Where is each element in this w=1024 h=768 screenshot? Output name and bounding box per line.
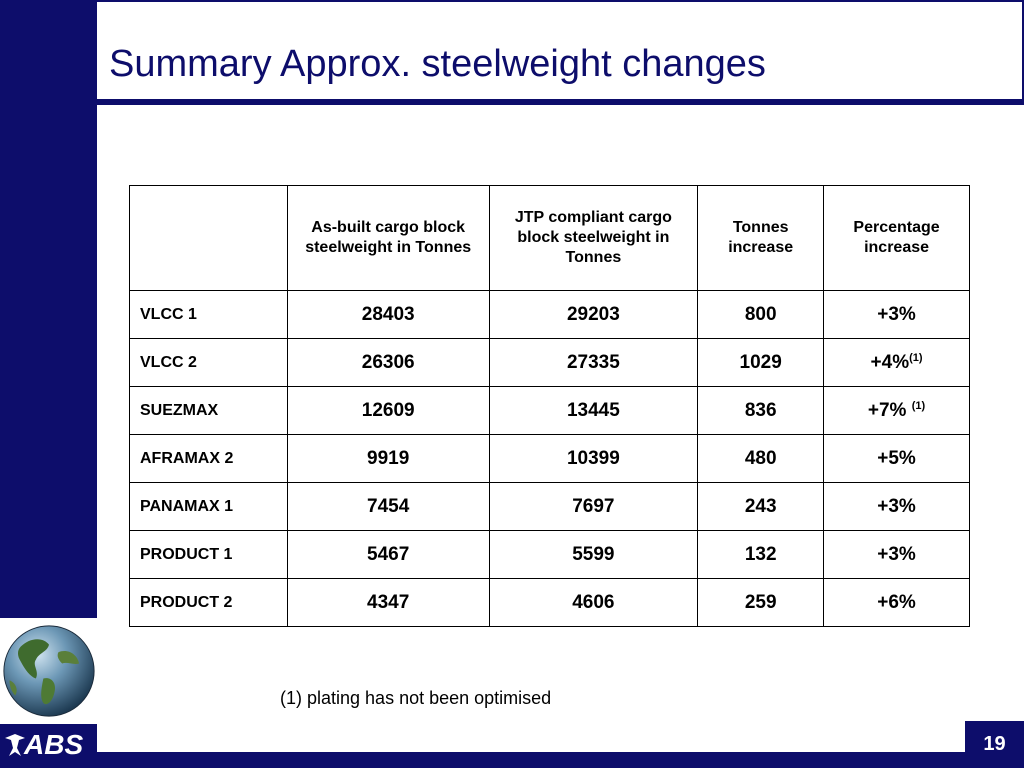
percentage-cell: +4%(1) — [823, 338, 970, 387]
as-built-value: 26306 — [286, 338, 490, 387]
tonnes-increase-value: 259 — [697, 578, 825, 627]
abs-logo-text: ABS — [24, 729, 84, 760]
percentage-cell: +3% — [823, 530, 970, 579]
page-number-box: 19 — [965, 721, 1024, 768]
footnote-marker: (1) — [911, 399, 926, 412]
tonnes-increase-value: 1029 — [697, 338, 825, 387]
header-corner — [129, 185, 288, 291]
left-brand-bar — [0, 0, 97, 618]
jtp-value: 10399 — [488, 434, 699, 483]
row-name: VLCC 1 — [129, 290, 288, 339]
percentage-cell: +5% — [823, 434, 970, 483]
slide-title: Summary Approx. steelweight changes — [109, 43, 766, 85]
footnote-text: (1) plating has not been optimised — [280, 688, 552, 708]
table-row: PRODUCT 1 5467 5599 132 +3% — [129, 530, 970, 579]
as-built-value: 7454 — [286, 482, 490, 531]
abs-logo: ABS — [0, 724, 97, 768]
tonnes-increase-value: 243 — [697, 482, 825, 531]
row-name: AFRAMAX 2 — [129, 434, 288, 483]
percentage-cell: +7% (1) — [823, 386, 970, 435]
percentage-cell: +3% — [823, 290, 970, 339]
jtp-value: 7697 — [488, 482, 699, 531]
row-name: SUEZMAX — [129, 386, 288, 435]
title-underline — [97, 99, 1024, 105]
footnote-marker: (1) — [909, 351, 923, 364]
table-row: VLCC 2 26306 27335 1029 +4%(1) — [129, 338, 970, 387]
percentage-cell: +3% — [823, 482, 970, 531]
jtp-value: 5599 — [488, 530, 699, 579]
table-header-row: As-built cargo block steelweight in Tonn… — [129, 185, 970, 291]
bottom-brand-bar — [97, 752, 1024, 768]
jtp-value: 13445 — [488, 386, 699, 435]
table-row: AFRAMAX 2 9919 10399 480 +5% — [129, 434, 970, 483]
header-jtp-compliant: JTP compliant cargo block steelweight in… — [488, 185, 699, 291]
row-name: PRODUCT 1 — [129, 530, 288, 579]
as-built-value: 9919 — [286, 434, 490, 483]
as-built-value: 4347 — [286, 578, 490, 627]
as-built-value: 28403 — [286, 290, 490, 339]
tonnes-increase-value: 132 — [697, 530, 825, 579]
tonnes-increase-value: 800 — [697, 290, 825, 339]
page-number: 19 — [983, 733, 1006, 755]
percentage-value: +3% — [877, 495, 916, 517]
row-name: PRODUCT 2 — [129, 578, 288, 627]
jtp-value: 27335 — [488, 338, 699, 387]
row-name: PANAMAX 1 — [129, 482, 288, 531]
row-name: VLCC 2 — [129, 338, 288, 387]
table-row: PANAMAX 1 7454 7697 243 +3% — [129, 482, 970, 531]
percentage-value: +3% — [877, 543, 916, 565]
percentage-value: +3% — [877, 303, 916, 325]
jtp-value: 29203 — [488, 290, 699, 339]
header-as-built: As-built cargo block steelweight in Tonn… — [286, 185, 490, 291]
globe-icon — [3, 625, 95, 717]
as-built-value: 12609 — [286, 386, 490, 435]
percentage-value: +6% — [877, 591, 916, 613]
steelweight-table: As-built cargo block steelweight in Tonn… — [129, 185, 970, 627]
percentage-cell: +6% — [823, 578, 970, 627]
header-percentage-increase: Percentage increase — [823, 185, 970, 291]
abs-eagle-icon — [5, 734, 25, 756]
table-row: VLCC 1 28403 29203 800 +3% — [129, 290, 970, 339]
header-tonnes-increase: Tonnes increase — [697, 185, 825, 291]
tonnes-increase-value: 480 — [697, 434, 825, 483]
table-row: SUEZMAX 12609 13445 836 +7% (1) — [129, 386, 970, 435]
percentage-value: +7% — [867, 399, 912, 421]
jtp-value: 4606 — [488, 578, 699, 627]
as-built-value: 5467 — [286, 530, 490, 579]
percentage-value: +4% — [870, 351, 910, 373]
top-border — [97, 0, 1024, 2]
right-border — [1022, 0, 1024, 100]
table-row: PRODUCT 2 4347 4606 259 +6% — [129, 578, 970, 627]
percentage-value: +5% — [877, 447, 916, 469]
tonnes-increase-value: 836 — [697, 386, 825, 435]
